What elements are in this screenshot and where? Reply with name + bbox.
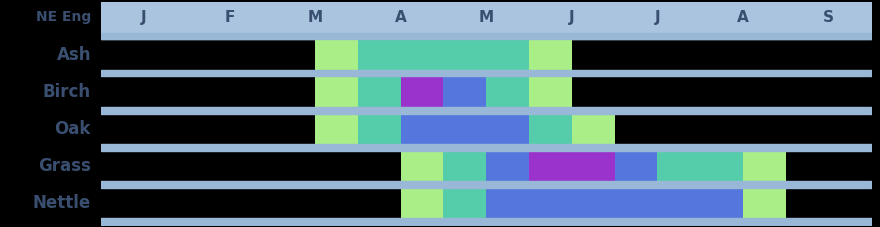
Bar: [400, 151, 444, 181]
Bar: [358, 76, 400, 107]
Bar: [743, 151, 786, 181]
Text: J: J: [141, 10, 147, 25]
Text: S: S: [823, 10, 834, 25]
Bar: [444, 188, 486, 218]
Bar: [529, 114, 572, 144]
Text: M: M: [307, 10, 323, 25]
Text: A: A: [737, 10, 749, 25]
Bar: [400, 76, 444, 107]
Text: A: A: [395, 10, 407, 25]
Bar: [444, 151, 486, 181]
Bar: [400, 188, 444, 218]
Text: M: M: [479, 10, 494, 25]
Bar: [444, 76, 486, 107]
Bar: [358, 39, 529, 70]
Bar: [529, 151, 614, 181]
Bar: [614, 151, 657, 181]
Bar: [486, 188, 743, 218]
Bar: [315, 39, 358, 70]
Bar: [486, 151, 529, 181]
Text: Ash: Ash: [56, 46, 91, 64]
Bar: [529, 76, 572, 107]
Bar: [315, 76, 358, 107]
Text: Oak: Oak: [55, 120, 91, 138]
Text: J: J: [569, 10, 575, 25]
Bar: [486, 76, 529, 107]
Text: J: J: [655, 10, 660, 25]
Bar: [657, 151, 743, 181]
Bar: [315, 114, 358, 144]
Text: Nettle: Nettle: [33, 194, 91, 212]
Bar: [743, 188, 786, 218]
Text: NE Eng: NE Eng: [36, 10, 91, 25]
Bar: [529, 39, 572, 70]
Bar: [358, 114, 400, 144]
Bar: [400, 114, 529, 144]
Text: Birch: Birch: [43, 83, 91, 101]
Text: F: F: [224, 10, 235, 25]
Bar: [572, 114, 614, 144]
Text: Grass: Grass: [38, 157, 91, 175]
